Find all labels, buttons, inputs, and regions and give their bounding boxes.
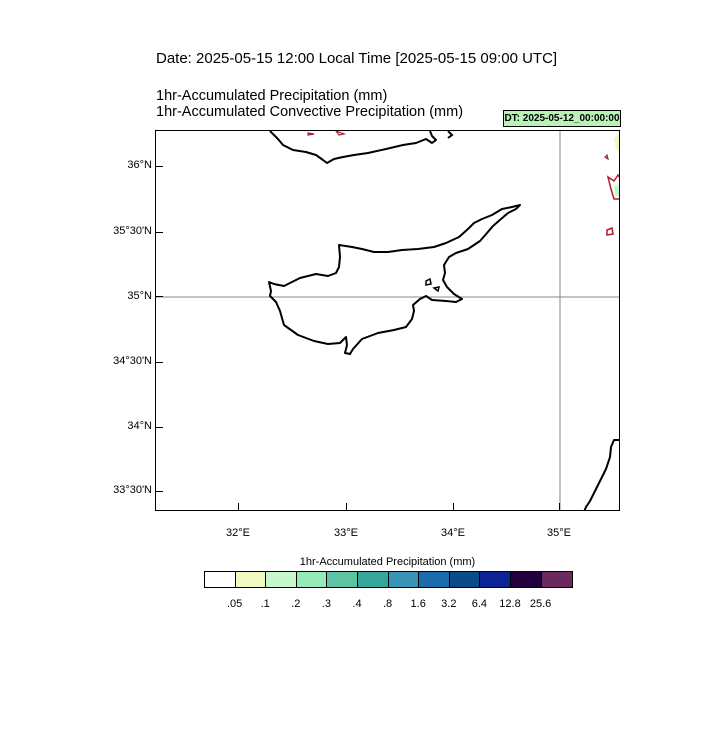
colorbar-swatch — [296, 572, 328, 587]
precip-patch-east — [614, 133, 619, 153]
colorbar-label: .2 — [291, 598, 301, 610]
ytick — [155, 296, 163, 297]
colorbar-swatch — [449, 572, 481, 587]
convective-contour-north — [307, 132, 315, 136]
convective-contour-north-2 — [335, 131, 347, 136]
colorbar-swatch — [541, 572, 573, 587]
lon-label: 33°E — [334, 527, 358, 539]
colorbar-swatch — [388, 572, 420, 587]
ytick — [155, 491, 163, 492]
convective-contour-east-3 — [604, 153, 609, 161]
colorbar-label: 3.2 — [441, 598, 457, 610]
map-plot — [155, 130, 620, 511]
colorbar-label: .8 — [383, 598, 393, 610]
ytick — [155, 362, 163, 363]
lat-label: 33°30'N — [113, 484, 152, 496]
levant-coastline — [583, 439, 619, 510]
colorbar-label: .4 — [352, 598, 362, 610]
lon-label: 34°E — [441, 527, 465, 539]
colorbar-swatch — [205, 572, 236, 587]
ytick — [155, 427, 163, 428]
colorbar-swatch — [357, 572, 389, 587]
convective-contour-east — [606, 173, 619, 200]
colorbar-label: 1.6 — [410, 598, 426, 610]
colorbar-label: .1 — [260, 598, 270, 610]
colorbar-swatch — [480, 572, 511, 587]
cyprus-islet — [425, 277, 432, 286]
precip-patch-east-2 — [614, 183, 619, 197]
colorbar-swatch — [235, 572, 267, 587]
colorbar-swatch — [419, 572, 450, 587]
colorbar-label: 12.8 — [499, 598, 521, 610]
lat-label: 34°N — [127, 420, 152, 432]
xtick — [453, 503, 454, 511]
colorbar-swatch — [510, 572, 542, 587]
turkey-coastline — [269, 131, 437, 164]
xtick — [238, 503, 239, 511]
colorbar-label: 6.4 — [471, 598, 488, 610]
turkey-coast-east — [447, 131, 454, 139]
map-svg — [156, 131, 619, 510]
xtick — [346, 503, 347, 511]
lat-label: 35°30'N — [113, 225, 152, 237]
colorbar-swatch — [327, 572, 358, 587]
lon-label: 35°E — [547, 527, 571, 539]
ytick — [155, 166, 163, 167]
colorbar-title: 1hr-Accumulated Precipitation (mm) — [299, 556, 476, 568]
date-title: Date: 2025-05-15 12:00 Local Time [2025-… — [156, 50, 558, 67]
dt-badge: DT: 2025-05-12_00:00:00 — [503, 110, 621, 127]
field-title-1: 1hr-Accumulated Precipitation (mm) — [156, 88, 388, 104]
colorbar-swatch — [266, 572, 297, 587]
colorbar-label: 25.6 — [529, 598, 552, 610]
ytick — [155, 232, 163, 233]
lat-label: 34°30'N — [113, 355, 152, 367]
cyprus-coastline — [268, 204, 521, 355]
lon-label: 32°E — [226, 527, 250, 539]
cyprus-islet-2 — [432, 286, 441, 293]
lat-label: 36°N — [127, 159, 152, 171]
xtick — [559, 503, 560, 511]
colorbar-label: .3 — [321, 598, 331, 610]
colorbar-label: .05 — [226, 598, 243, 610]
convective-contour-east-2 — [606, 226, 614, 236]
field-title-2: 1hr-Accumulated Convective Precipitation… — [156, 104, 464, 120]
lat-label: 35°N — [127, 290, 152, 302]
colorbar — [204, 571, 574, 588]
